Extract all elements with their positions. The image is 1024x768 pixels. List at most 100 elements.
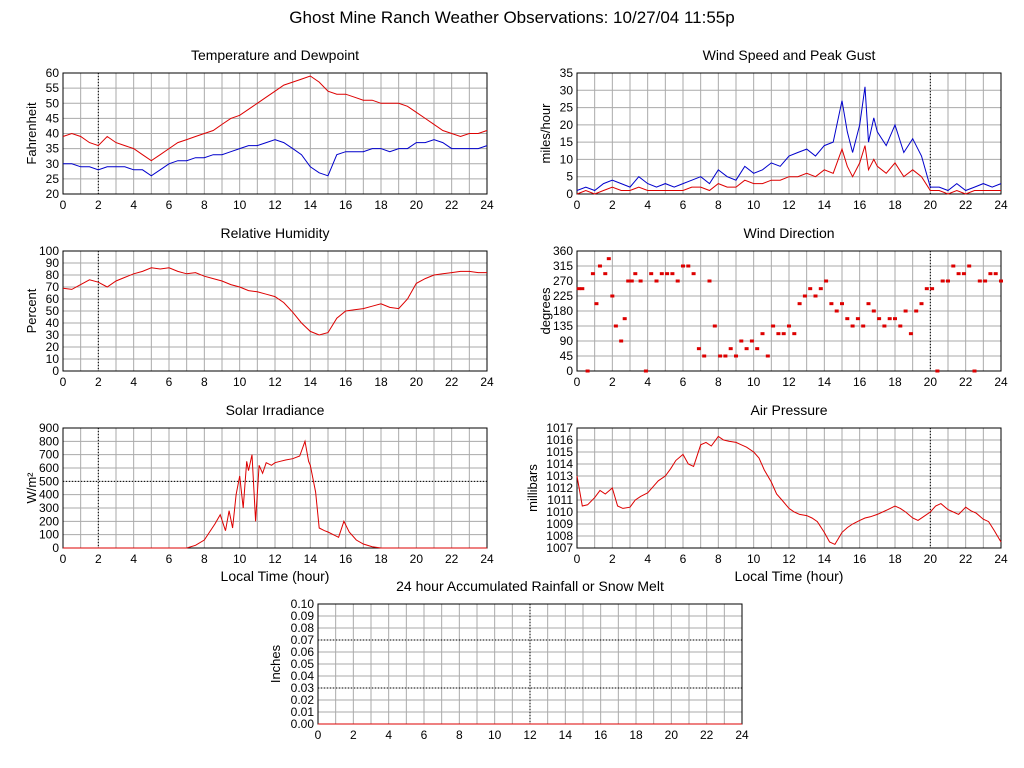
plot-frame — [576, 72, 1002, 195]
y-tick-label: 80 — [46, 268, 60, 282]
x-tick-label: 18 — [888, 375, 902, 389]
scatter-point — [686, 264, 691, 268]
y-tick-label: 50 — [46, 304, 60, 318]
x-tick-label: 8 — [715, 198, 722, 212]
y-tick-label: 20 — [46, 340, 60, 354]
y-tick-label: 20 — [46, 187, 60, 201]
x-tick-label: 24 — [994, 375, 1008, 389]
scatter-point — [643, 369, 648, 373]
x-tick-label: 24 — [994, 198, 1008, 212]
y-tick-label: 800 — [39, 434, 59, 448]
scatter-point — [776, 332, 781, 336]
x-tick-label: 18 — [374, 375, 388, 389]
x-tick-label: 14 — [818, 552, 832, 566]
scatter-point — [919, 302, 924, 306]
scatter-point — [707, 279, 712, 283]
x-tick-label: 20 — [924, 552, 938, 566]
y-tick-label: 1008 — [546, 529, 573, 543]
y-axis-label: degrees — [538, 287, 553, 334]
x-tick-label: 10 — [488, 728, 502, 742]
x-axis-label: Local Time (hour) — [221, 568, 330, 584]
x-tick-label: 2 — [95, 552, 102, 566]
series-line — [63, 439, 487, 549]
scatter-point — [619, 339, 624, 343]
scatter-point — [935, 369, 940, 373]
x-tick-label: 10 — [747, 552, 761, 566]
x-tick-label: 2 — [95, 198, 102, 212]
scatter-point — [983, 279, 988, 283]
x-tick-label: 0 — [315, 728, 322, 742]
x-tick-label: 16 — [853, 375, 867, 389]
y-tick-label: 35 — [560, 66, 574, 80]
y-tick-label: 10 — [46, 352, 60, 366]
y-tick-label: 45 — [560, 349, 574, 363]
scatter-point — [691, 272, 696, 276]
y-tick-label: 1017 — [546, 421, 573, 435]
x-tick-label: 10 — [747, 375, 761, 389]
scatter-point — [808, 287, 813, 291]
x-tick-label: 16 — [339, 198, 353, 212]
x-tick-label: 12 — [782, 375, 796, 389]
scatter-point — [999, 279, 1003, 283]
scatter-point — [585, 369, 590, 373]
y-tick-label: 0.02 — [291, 693, 315, 707]
y-tick-label: 5 — [566, 170, 573, 184]
x-tick-label: 14 — [304, 552, 318, 566]
scatter-point — [834, 309, 839, 313]
y-axis-label: Fahrenheit — [24, 102, 39, 165]
scatter-point — [871, 309, 876, 313]
scatter-series — [576, 257, 1003, 373]
x-tick-label: 0 — [574, 375, 581, 389]
x-tick-label: 12 — [782, 552, 796, 566]
x-tick-label: 24 — [480, 198, 494, 212]
x-tick-label: 12 — [782, 198, 796, 212]
y-tick-label: 315 — [553, 259, 573, 273]
x-tick-label: 0 — [60, 552, 67, 566]
y-tick-label: 1013 — [546, 469, 573, 483]
x-tick-label: 8 — [201, 552, 208, 566]
plot-frame — [576, 250, 1002, 372]
y-tick-label: 0 — [52, 364, 59, 378]
x-tick-label: 6 — [166, 198, 173, 212]
scatter-point — [590, 272, 595, 276]
x-tick-label: 6 — [421, 728, 428, 742]
scatter-point — [855, 317, 860, 321]
x-tick-label: 8 — [201, 198, 208, 212]
y-tick-label: 0.01 — [291, 705, 315, 719]
y-tick-label: 35 — [46, 142, 60, 156]
y-tick-label: 30 — [46, 328, 60, 342]
x-tick-label: 24 — [480, 375, 494, 389]
scatter-point — [654, 279, 659, 283]
scatter-point — [877, 317, 882, 321]
y-tick-label: 0.10 — [291, 597, 315, 611]
plot-frame — [576, 427, 1002, 549]
scatter-point — [670, 272, 675, 276]
x-tick-label: 16 — [853, 552, 867, 566]
scatter-point — [597, 264, 602, 268]
y-tick-label: 600 — [39, 461, 59, 475]
x-tick-label: 8 — [456, 728, 463, 742]
scatter-point — [610, 294, 615, 298]
y-tick-label: 225 — [553, 289, 573, 303]
scatter-point — [787, 324, 791, 328]
x-tick-label: 6 — [680, 198, 687, 212]
y-tick-label: 270 — [553, 274, 573, 288]
x-tick-label: 14 — [818, 375, 832, 389]
series-line — [576, 435, 1002, 546]
scatter-point — [626, 279, 631, 283]
scatter-point — [903, 309, 908, 313]
y-tick-label: 100 — [39, 528, 59, 542]
scatter-point — [845, 317, 850, 321]
y-tick-label: 900 — [39, 421, 59, 435]
series-line — [576, 145, 1001, 195]
y-tick-label: 0.04 — [291, 669, 315, 683]
plot-frame — [62, 427, 488, 549]
x-tick-label: 10 — [747, 198, 761, 212]
x-tick-label: 14 — [559, 728, 573, 742]
scatter-point — [696, 347, 701, 351]
y-tick-label: 1012 — [546, 481, 573, 495]
